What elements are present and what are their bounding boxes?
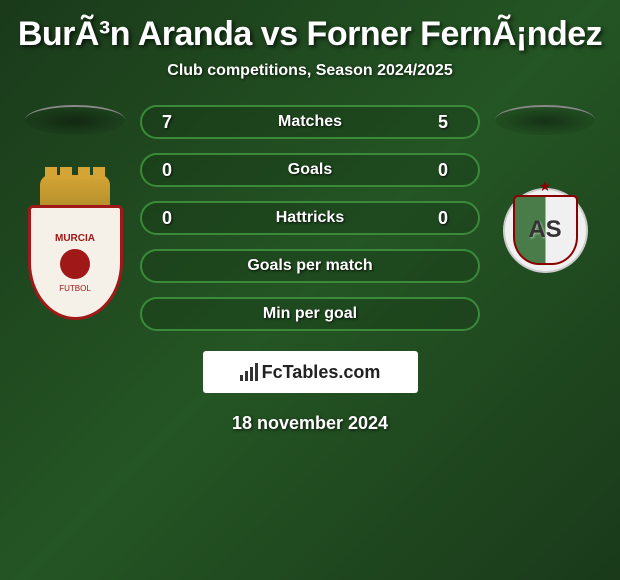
right-club-logo: ★ AS: [495, 155, 595, 305]
stats-column: 7 Matches 5 0 Goals 0 0 Hattricks 0 Goal…: [140, 105, 480, 331]
stat-row-hattricks: 0 Hattricks 0: [140, 201, 480, 235]
season-subtitle: Club competitions, Season 2024/2025: [167, 62, 452, 80]
bar-icon-segment: [240, 375, 243, 381]
star-icon: ★: [539, 178, 552, 195]
platform-ellipse-left: [25, 105, 125, 135]
stat-row-gpm: Goals per match: [140, 249, 480, 283]
stat-left-value: 7: [162, 112, 182, 133]
stat-label: Matches: [278, 113, 342, 131]
bar-icon-segment: [250, 367, 253, 381]
stat-row-goals: 0 Goals 0: [140, 153, 480, 187]
murcia-badge: MURCIA FUTBOL: [25, 175, 125, 325]
comparison-card: BurÃ³n Aranda vs Forner FernÃ¡ndez Club …: [0, 0, 620, 434]
platform-ellipse-right: [495, 105, 595, 135]
as-badge: ★ AS: [503, 188, 588, 273]
stat-right-value: 5: [438, 112, 458, 133]
date-label: 18 november 2024: [232, 413, 388, 434]
stat-right-value: 0: [438, 208, 458, 229]
stat-label: Min per goal: [263, 305, 357, 323]
stat-label: Hattricks: [276, 209, 344, 227]
right-club-column: ★ AS: [495, 105, 595, 305]
stat-row-mpg: Min per goal: [140, 297, 480, 331]
left-club-logo: MURCIA FUTBOL: [25, 175, 125, 325]
stat-right-value: 0: [438, 160, 458, 181]
stat-left-value: 0: [162, 160, 182, 181]
murcia-lower-text: FUTBOL: [59, 284, 91, 293]
stat-label: Goals per match: [247, 257, 372, 275]
stat-row-matches: 7 Matches 5: [140, 105, 480, 139]
bar-icon-segment: [245, 371, 248, 381]
shield-icon: MURCIA FUTBOL: [28, 205, 123, 320]
bars-icon: [240, 363, 258, 381]
bar-icon-segment: [255, 363, 258, 381]
left-club-column: MURCIA FUTBOL: [25, 105, 125, 325]
crown-icon: [40, 175, 110, 205]
stat-label: Goals: [288, 161, 332, 179]
as-text: AS: [528, 216, 561, 244]
page-title: BurÃ³n Aranda vs Forner FernÃ¡ndez: [18, 15, 602, 54]
fctables-label: FcTables.com: [262, 362, 381, 383]
murcia-upper-text: MURCIA: [55, 233, 95, 244]
as-shield-icon: AS: [513, 195, 578, 265]
content-row: MURCIA FUTBOL 7 Matches 5 0 Goals 0 0: [0, 105, 620, 331]
ball-icon: [60, 249, 90, 279]
fctables-badge[interactable]: FcTables.com: [203, 351, 418, 393]
stat-left-value: 0: [162, 208, 182, 229]
